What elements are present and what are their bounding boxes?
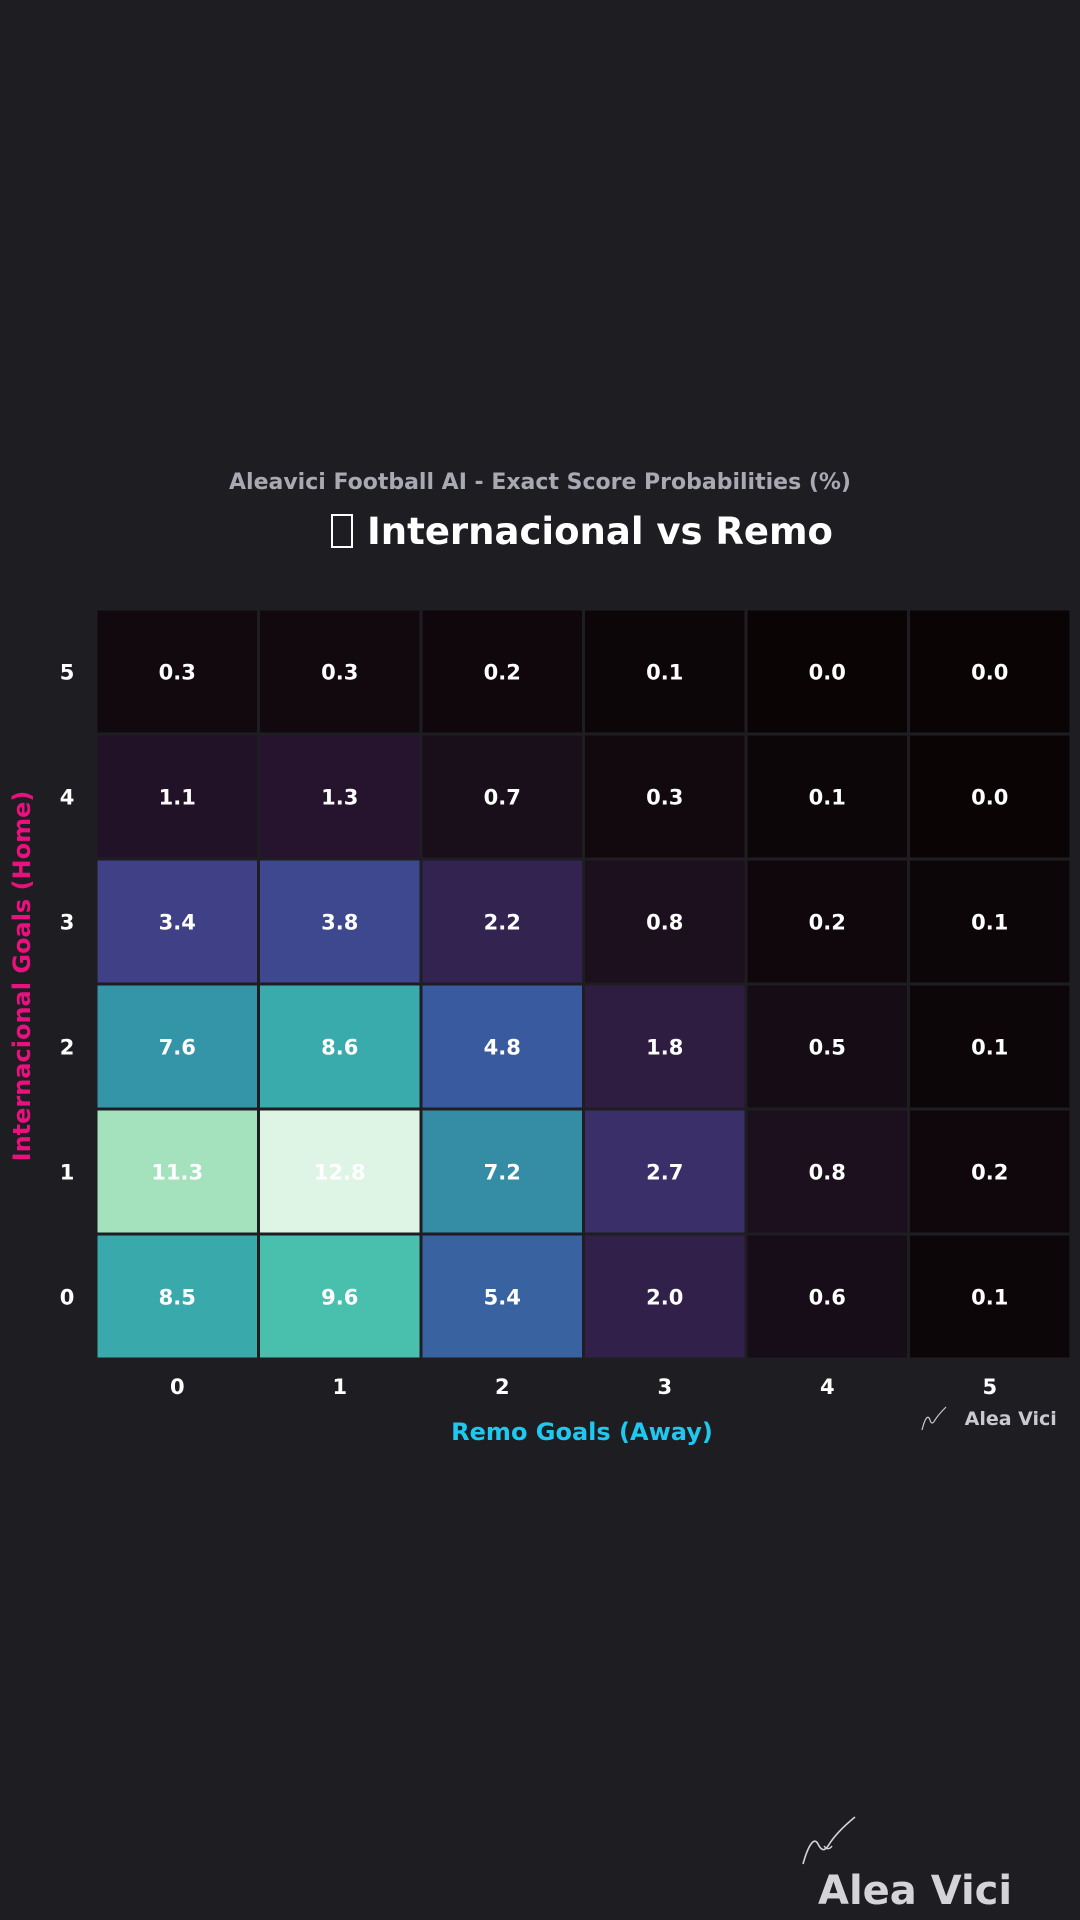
cell-value-label: 0.2 (809, 911, 846, 935)
x-tick-label: 1 (332, 1375, 347, 1399)
watermark-large-text: Alea Vici (818, 1868, 1013, 1914)
heatmap-ticks: 0 1 2 3 4 5 0 1 2 3 4 5 (60, 661, 997, 1400)
watermark-large: Alea Vici (800, 1816, 1080, 1914)
chart-title: Internacional vs Remo (367, 510, 833, 553)
cell-value-label: 0.0 (809, 661, 846, 685)
cell-value-label: 0.0 (971, 786, 1008, 810)
y-tick-label: 1 (60, 1161, 75, 1185)
cell-value-label: 8.5 (159, 1286, 196, 1310)
cell-value-label: 0.1 (971, 1286, 1008, 1310)
cell-value-label: 2.7 (646, 1161, 683, 1185)
cell-value-label: 11.3 (151, 1161, 203, 1185)
signature-logo-icon (921, 1406, 947, 1431)
heatmap-cell (907, 1107, 1073, 1236)
heatmap-cell (907, 1232, 1073, 1361)
cell-value-label: 1.8 (646, 1036, 683, 1060)
cell-value-label: 3.8 (321, 911, 358, 935)
cell-value-label: 4.8 (484, 1036, 521, 1060)
cell-value-label: 0.3 (159, 661, 196, 685)
y-tick-label: 4 (60, 786, 75, 810)
cell-value-label: 2.2 (484, 911, 521, 935)
x-tick-label: 4 (820, 1375, 835, 1399)
cell-value-label: 7.2 (484, 1161, 521, 1185)
heatmap-cell (419, 982, 585, 1111)
y-tick-label: 2 (60, 1036, 75, 1060)
heatmap-cell (907, 607, 1073, 736)
cell-value-label: 8.6 (321, 1036, 358, 1060)
heatmap-cell (257, 607, 423, 736)
x-tick-label: 2 (495, 1375, 510, 1399)
heatmap-cell (257, 1232, 423, 1361)
cell-value-label: 9.6 (321, 1286, 358, 1310)
watermark-small: Alea Vici (920, 1406, 1057, 1432)
cell-value-label: 0.8 (646, 911, 683, 935)
cell-value-label: 0.5 (809, 1036, 846, 1060)
cell-value-label: 3.4 (159, 911, 196, 935)
cell-value-label: 0.2 (484, 661, 521, 685)
cell-value-label: 2.0 (646, 1286, 683, 1310)
x-axis-label: Remo Goals (Away) (451, 1418, 713, 1446)
cell-value-label: 0.0 (971, 661, 1008, 685)
chart-title-row: Internacional vs Remo (0, 510, 1080, 553)
chart-subtitle: Aleavici Football AI - Exact Score Proba… (229, 470, 851, 495)
heatmap-cell (94, 732, 260, 861)
y-tick-label: 3 (60, 911, 75, 935)
cell-value-label: 0.7 (484, 786, 521, 810)
heatmap-cell (582, 982, 748, 1111)
heatmap-cell (582, 732, 748, 861)
cell-value-label: 5.4 (484, 1286, 521, 1310)
cell-value-label: 0.1 (809, 786, 846, 810)
heatmap-cells: 8.5 9.6 5.4 2.0 0.6 0.1 11.3 12.8 7.2 2.7 0.8 0.2 7.… (94, 607, 1073, 1361)
cell-value-label: 0.1 (971, 1036, 1008, 1060)
x-tick-label: 0 (170, 1375, 185, 1399)
heatmap-cell (257, 982, 423, 1111)
cell-value-label: 12.8 (314, 1161, 366, 1185)
cell-value-label: 0.8 (809, 1161, 846, 1185)
y-tick-label: 0 (60, 1286, 75, 1310)
x-tick-label: 5 (982, 1375, 997, 1399)
heatmap-cell (744, 1232, 910, 1361)
x-tick-label: 3 (657, 1375, 672, 1399)
y-tick-label: 5 (60, 661, 75, 685)
cell-value-label: 0.2 (971, 1161, 1008, 1185)
heatmap-cell (257, 1107, 423, 1236)
cell-value-label: 1.1 (159, 786, 196, 810)
watermark-small-text: Alea Vici (964, 1408, 1057, 1430)
cell-value-label: 7.6 (159, 1036, 196, 1060)
cell-value-label: 0.1 (971, 911, 1008, 935)
heatmap-cell (582, 607, 748, 736)
heatmap-cell (94, 1107, 260, 1236)
signature-logo-large-icon (802, 1816, 856, 1865)
heatmap-cell (744, 857, 910, 986)
missing-glyph-icon (331, 514, 354, 548)
cell-value-label: 1.3 (321, 786, 358, 810)
cell-value-label: 0.3 (646, 786, 683, 810)
cell-value-label: 0.6 (809, 1286, 846, 1310)
heatmap-cell (419, 857, 585, 986)
cell-value-label: 0.1 (646, 661, 683, 685)
heatmap-cell (419, 1232, 585, 1361)
heatmap-cell (582, 1107, 748, 1236)
heatmap-cell (907, 982, 1073, 1111)
heatmap-cell (744, 1107, 910, 1236)
heatmap-cell (582, 1232, 748, 1361)
heatmap-cell (744, 982, 910, 1111)
cell-value-label: 0.3 (321, 661, 358, 685)
y-axis-label: Internacional Goals (Home) (8, 791, 36, 1162)
heatmap-cell (907, 732, 1073, 861)
